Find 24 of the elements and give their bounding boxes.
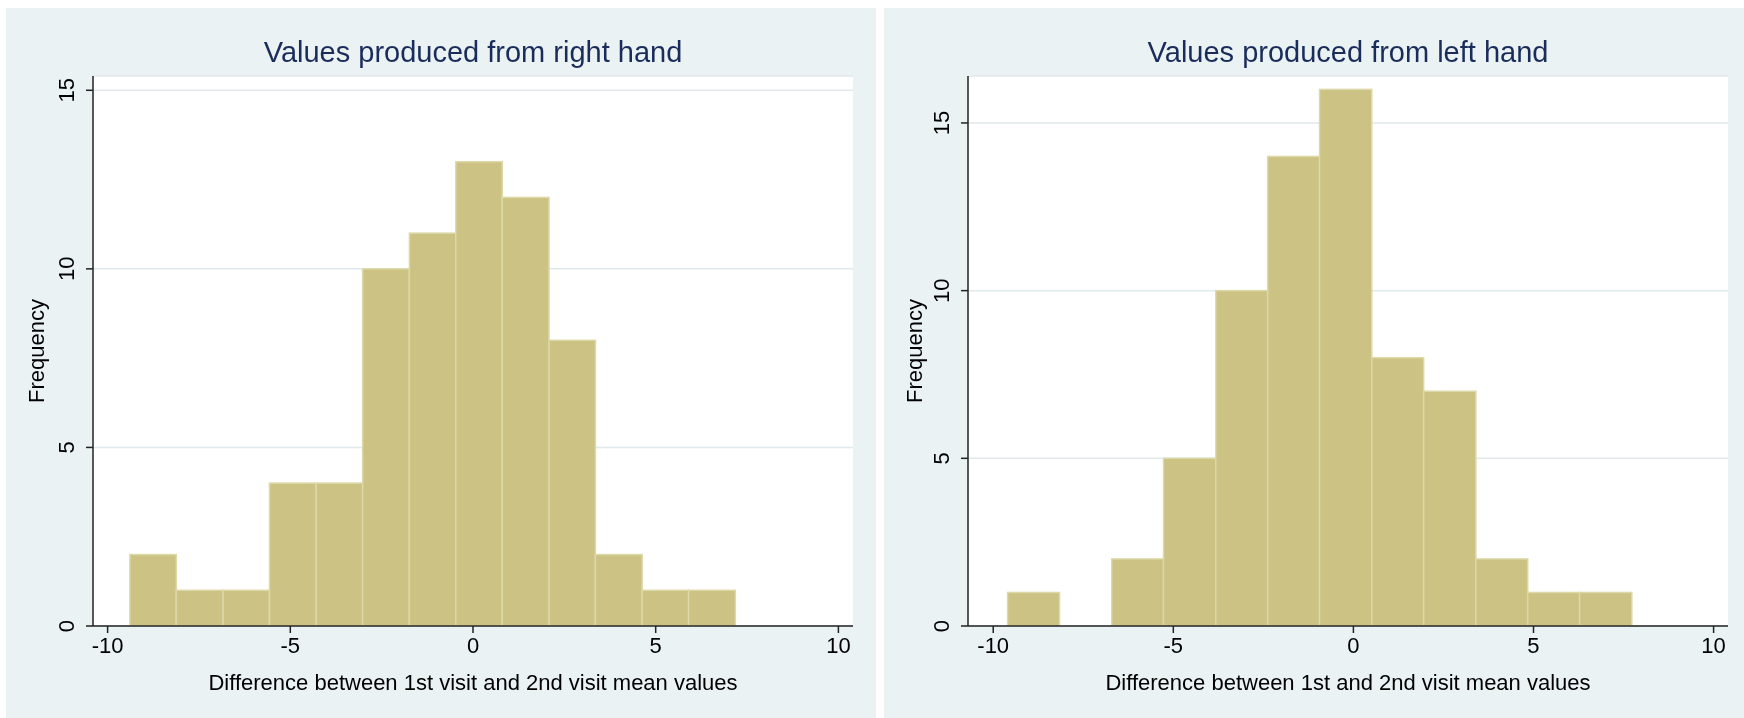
x-tick-label: 5 <box>649 632 662 658</box>
chart-title: Values produced from left hand <box>1146 36 1550 68</box>
y-tick-label: 10 <box>54 256 79 282</box>
x-axis-title: Difference between 1st visit and 2nd visit mean values <box>208 670 738 695</box>
x-tick-label: 0 <box>1347 632 1360 658</box>
x-tick-label: 10 <box>826 632 851 658</box>
x-tick-label: -5 <box>1163 632 1184 658</box>
y-tick-label: 5 <box>54 441 79 454</box>
y-tick-label: 15 <box>54 78 79 103</box>
y-tick-label: 0 <box>929 619 954 633</box>
x-tick-label: 10 <box>1701 632 1726 658</box>
y-tick-label: 5 <box>929 452 954 465</box>
y-tick-label: 10 <box>929 278 954 303</box>
x-tick-label: -5 <box>280 632 301 658</box>
x-tick-label: 0 <box>466 632 480 658</box>
chart-title: Values produced from right hand <box>262 36 684 68</box>
x-axis-title: Difference between 1st and 2nd visit mean values <box>1105 670 1591 695</box>
x-tick-label: -10 <box>977 632 1010 658</box>
x-tick-label: -10 <box>91 632 124 658</box>
y-axis-title: Frequency <box>901 299 927 403</box>
y-tick-label: 15 <box>929 110 954 136</box>
y-axis-title: Frequency <box>23 299 49 403</box>
y-tick-label: 0 <box>54 619 79 633</box>
x-tick-label: 5 <box>1527 632 1540 658</box>
